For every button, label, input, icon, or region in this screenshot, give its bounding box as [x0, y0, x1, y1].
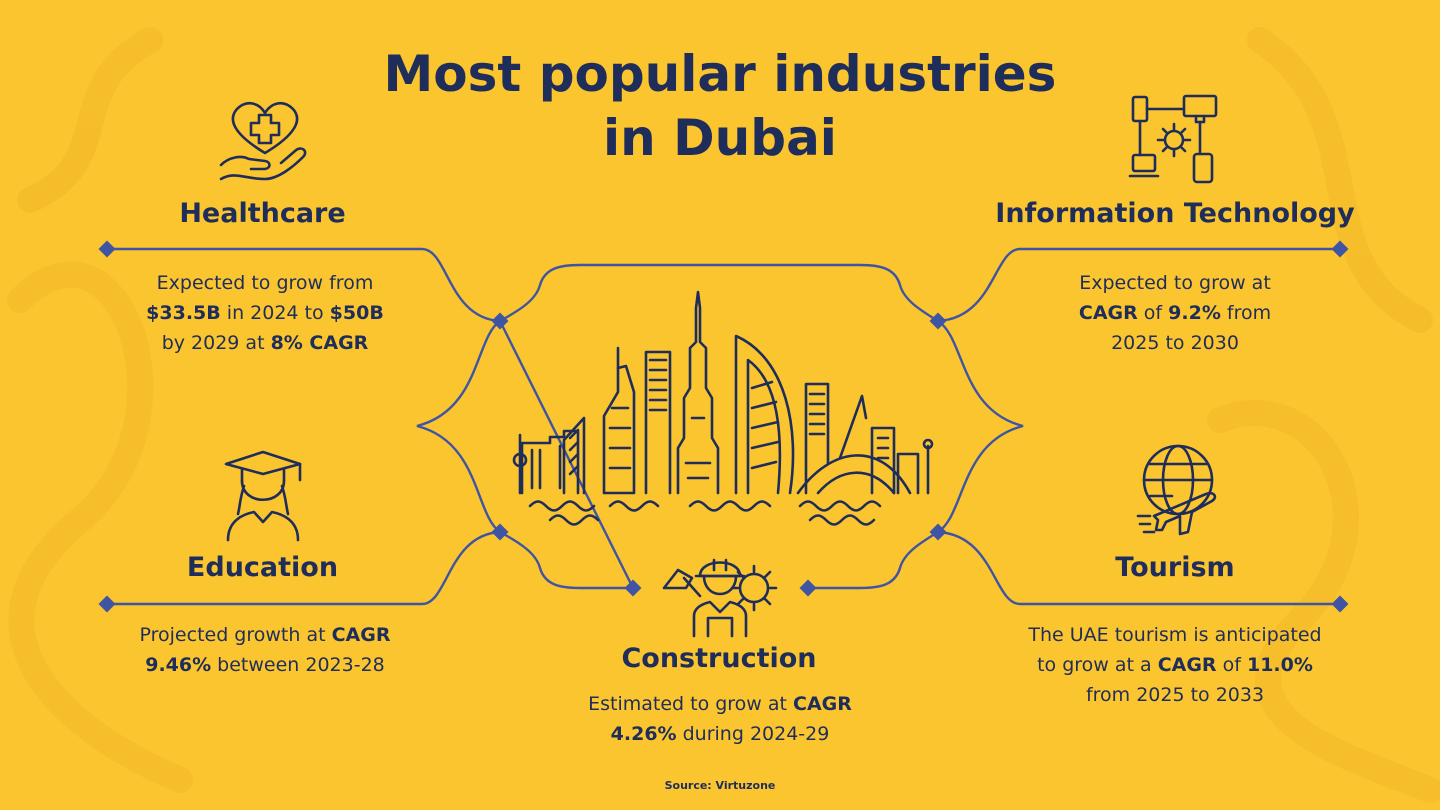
desc-text: The UAE tourism is anticipated: [1028, 624, 1322, 646]
desc-line: CAGR of 9.2% from: [1020, 298, 1330, 328]
desc-line: 2025 to 2030: [1020, 328, 1330, 358]
desc-text: between 2023-28: [211, 654, 385, 676]
industry-desc-tourism: The UAE tourism is anticipated to grow at…: [990, 620, 1360, 710]
desc-line: 9.46% between 2023-28: [90, 650, 440, 680]
heart-hand-medical-icon: [219, 101, 307, 181]
desc-highlight: CAGR: [1157, 654, 1217, 676]
network-devices-gear-icon: [1128, 94, 1218, 184]
desc-highlight: 9.2%: [1168, 302, 1221, 324]
desc-highlight: $50B: [329, 302, 384, 324]
globe-plane-icon: [1136, 444, 1217, 536]
desc-text: to grow at a: [1037, 654, 1158, 676]
desc-text: in 2024 to: [220, 302, 330, 324]
desc-text: Estimated to grow at: [588, 693, 794, 715]
desc-text: during 2024-29: [676, 723, 830, 745]
industry-title-it: Information Technology: [995, 198, 1355, 229]
desc-highlight: 8% CAGR: [270, 332, 369, 354]
desc-line: Expected to grow at: [1020, 268, 1330, 298]
desc-line: Expected to grow from: [100, 268, 430, 298]
industry-title-education: Education: [186, 552, 339, 583]
desc-highlight: CAGR: [331, 624, 391, 646]
industry-desc-construction: Estimated to grow at CAGR 4.26% during 20…: [540, 689, 900, 749]
desc-highlight: CAGR: [1078, 302, 1138, 324]
desc-highlight: 11.0%: [1246, 654, 1313, 676]
title-line-1: Most popular industries: [383, 45, 1057, 103]
industry-title-healthcare: Healthcare: [179, 198, 346, 229]
desc-text: Expected to grow from: [156, 272, 374, 294]
page-title: Most popular industries in Dubai: [320, 42, 1120, 170]
desc-line: by 2029 at 8% CAGR: [100, 328, 430, 358]
source-note: Source: Virtuzone: [664, 779, 776, 792]
graduate-icon: [224, 450, 302, 542]
construction-worker-icon: [662, 558, 778, 638]
desc-highlight: 4.26%: [610, 723, 677, 745]
desc-text: by 2029 at: [161, 332, 271, 354]
title-line-2: in Dubai: [603, 109, 837, 167]
industry-desc-it: Expected to grow at CAGR of 9.2% from 2025…: [1020, 268, 1330, 358]
desc-line: from 2025 to 2033: [990, 680, 1360, 710]
desc-highlight: $33.5B: [146, 302, 221, 324]
dubai-skyline-icon: [512, 290, 934, 526]
industry-desc-healthcare: Expected to grow from $33.5B in 2024 to $…: [100, 268, 430, 358]
desc-text: 2025 to 2030: [1111, 332, 1239, 354]
industry-title-tourism: Tourism: [1115, 552, 1235, 583]
desc-line: Estimated to grow at CAGR: [540, 689, 900, 719]
desc-line: to grow at a CAGR of 11.0%: [990, 650, 1360, 680]
industry-title-construction: Construction: [621, 643, 817, 674]
desc-highlight: CAGR: [793, 693, 852, 715]
desc-highlight: 9.46%: [145, 654, 212, 676]
desc-line: The UAE tourism is anticipated: [990, 620, 1360, 650]
desc-text: from 2025 to 2033: [1085, 684, 1265, 706]
desc-line: 4.26% during 2024-29: [540, 719, 900, 749]
desc-line: Projected growth at CAGR: [90, 620, 440, 650]
desc-text: Expected to grow at: [1079, 272, 1271, 294]
desc-text: of: [1137, 302, 1169, 324]
desc-text: of: [1216, 654, 1247, 676]
desc-line: $33.5B in 2024 to $50B: [100, 298, 430, 328]
desc-text: Projected growth at: [139, 624, 332, 646]
desc-text: from: [1220, 302, 1272, 324]
industry-desc-education: Projected growth at CAGR 9.46% between 20…: [90, 620, 440, 680]
